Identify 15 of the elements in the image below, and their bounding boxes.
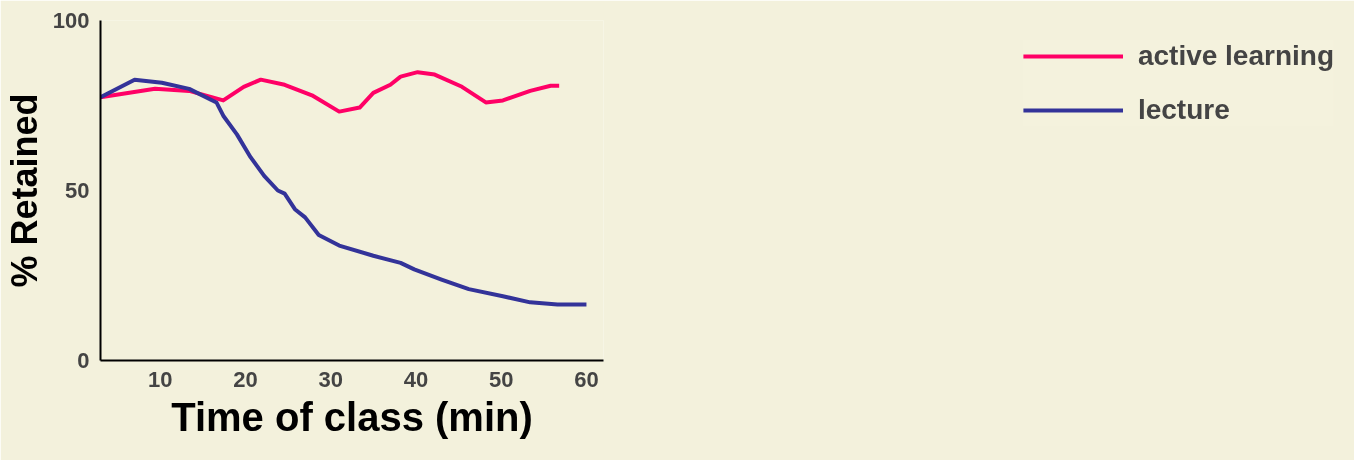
x-tick-label: 10 <box>147 366 173 392</box>
line-series <box>100 70 562 114</box>
line-series <box>100 77 589 307</box>
y-tick-label: 50 <box>65 178 90 203</box>
x-tick-label: 40 <box>403 366 429 392</box>
y-tick-label: 100 <box>52 8 90 33</box>
legend-label: active learning <box>1137 40 1334 72</box>
x-tick-label: 60 <box>574 366 599 392</box>
legend-label: lecture <box>1137 94 1230 126</box>
y-axis-title: % Retained <box>3 93 45 288</box>
x-axis-title: Time of class (min) <box>171 394 533 439</box>
x-tick-label: 50 <box>488 366 514 392</box>
x-tick-label: 30 <box>318 366 343 392</box>
y-tick-label: 0 <box>77 348 90 373</box>
x-tick-label: 20 <box>233 366 258 392</box>
